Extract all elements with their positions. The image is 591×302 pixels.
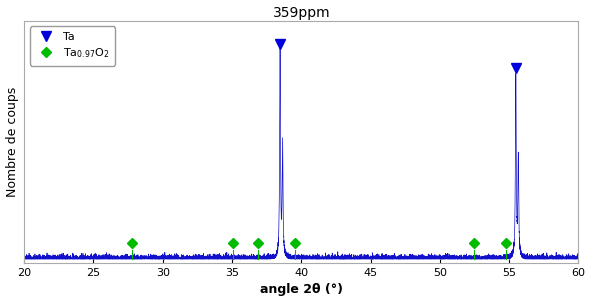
Y-axis label: Nombre de coups: Nombre de coups — [5, 87, 18, 197]
X-axis label: angle 2θ (°): angle 2θ (°) — [260, 284, 343, 297]
Legend: Ta, Ta$_{0.97}$O$_2$: Ta, Ta$_{0.97}$O$_2$ — [30, 26, 115, 66]
Title: 359ppm: 359ppm — [272, 5, 330, 20]
